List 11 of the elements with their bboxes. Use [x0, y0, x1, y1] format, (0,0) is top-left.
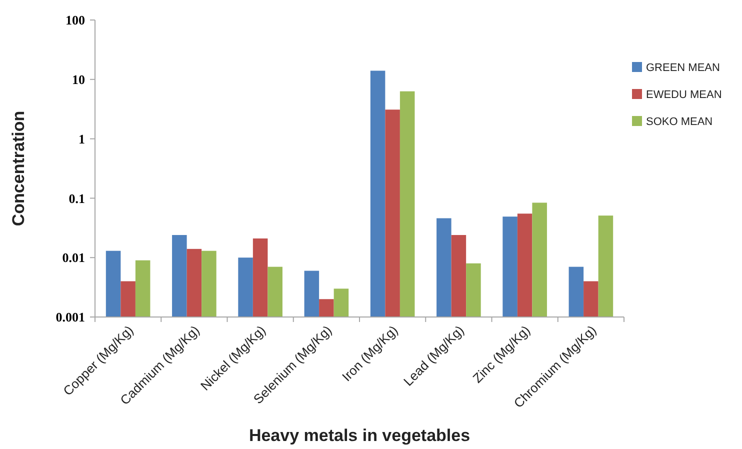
x-axis-title: Heavy metals in vegetables: [248, 426, 470, 445]
y-tick-label: 0.1: [68, 190, 85, 206]
y-axis-title: Concentration: [9, 110, 28, 226]
legend-label: EWEDU MEAN: [646, 88, 722, 101]
y-tick-label: 0.01: [62, 250, 85, 266]
y-tick-label: 10: [72, 72, 85, 87]
y-tick-label: 1: [78, 131, 85, 146]
legend-label: GREEN MEAN: [646, 62, 720, 74]
y-tick-label: 100: [66, 12, 85, 28]
legend-label: SOKO MEAN: [646, 116, 713, 128]
y-tick-label: 0.001: [56, 310, 85, 325]
